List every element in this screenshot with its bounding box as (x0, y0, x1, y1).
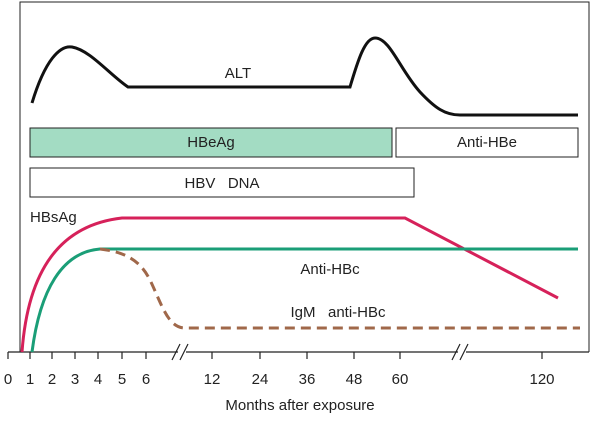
tick-label: 12 (204, 371, 221, 388)
tick-label: 36 (299, 371, 316, 388)
break-mark (179, 343, 189, 361)
alt-label: ALT (225, 65, 251, 82)
axis-title: Months after exposure (225, 397, 374, 414)
frame (19, 1, 590, 352)
break-marks (171, 343, 469, 361)
break-mark (171, 343, 181, 361)
break-mark (451, 343, 461, 361)
igm-anti-hbc-label: IgM anti-HBc (290, 304, 386, 321)
igm-anti-hbc-curve (99, 247, 580, 330)
tick-label: 3 (71, 371, 79, 388)
tick-label: 2 (48, 371, 56, 388)
break-mark (459, 343, 469, 361)
alt-curve (30, 36, 578, 117)
hbeag-label: HBeAg (187, 134, 235, 151)
tick-label: 0 (4, 371, 12, 388)
hbsag-curve (20, 216, 559, 353)
anti-hbc-curve (30, 247, 578, 353)
hbv-dna-bar (29, 167, 415, 198)
tick-label: 5 (118, 371, 126, 388)
anti-hbe-label: Anti-HBe (457, 134, 517, 151)
tick-label: 60 (392, 371, 409, 388)
hbsag-label: HBsAg (30, 209, 77, 226)
tick-label: 120 (529, 371, 554, 388)
tick-label: 48 (346, 371, 363, 388)
tick-label: 6 (142, 371, 150, 388)
tick-label: 1 (26, 371, 34, 388)
anti-hbc-label: Anti-HBc (300, 261, 360, 278)
tick-label: 24 (252, 371, 269, 388)
hbv-dna-label: HBV DNA (184, 175, 259, 192)
tick-label: 4 (94, 371, 102, 388)
anti-hbe-bar (395, 127, 579, 158)
hbeag-bar (29, 127, 393, 158)
